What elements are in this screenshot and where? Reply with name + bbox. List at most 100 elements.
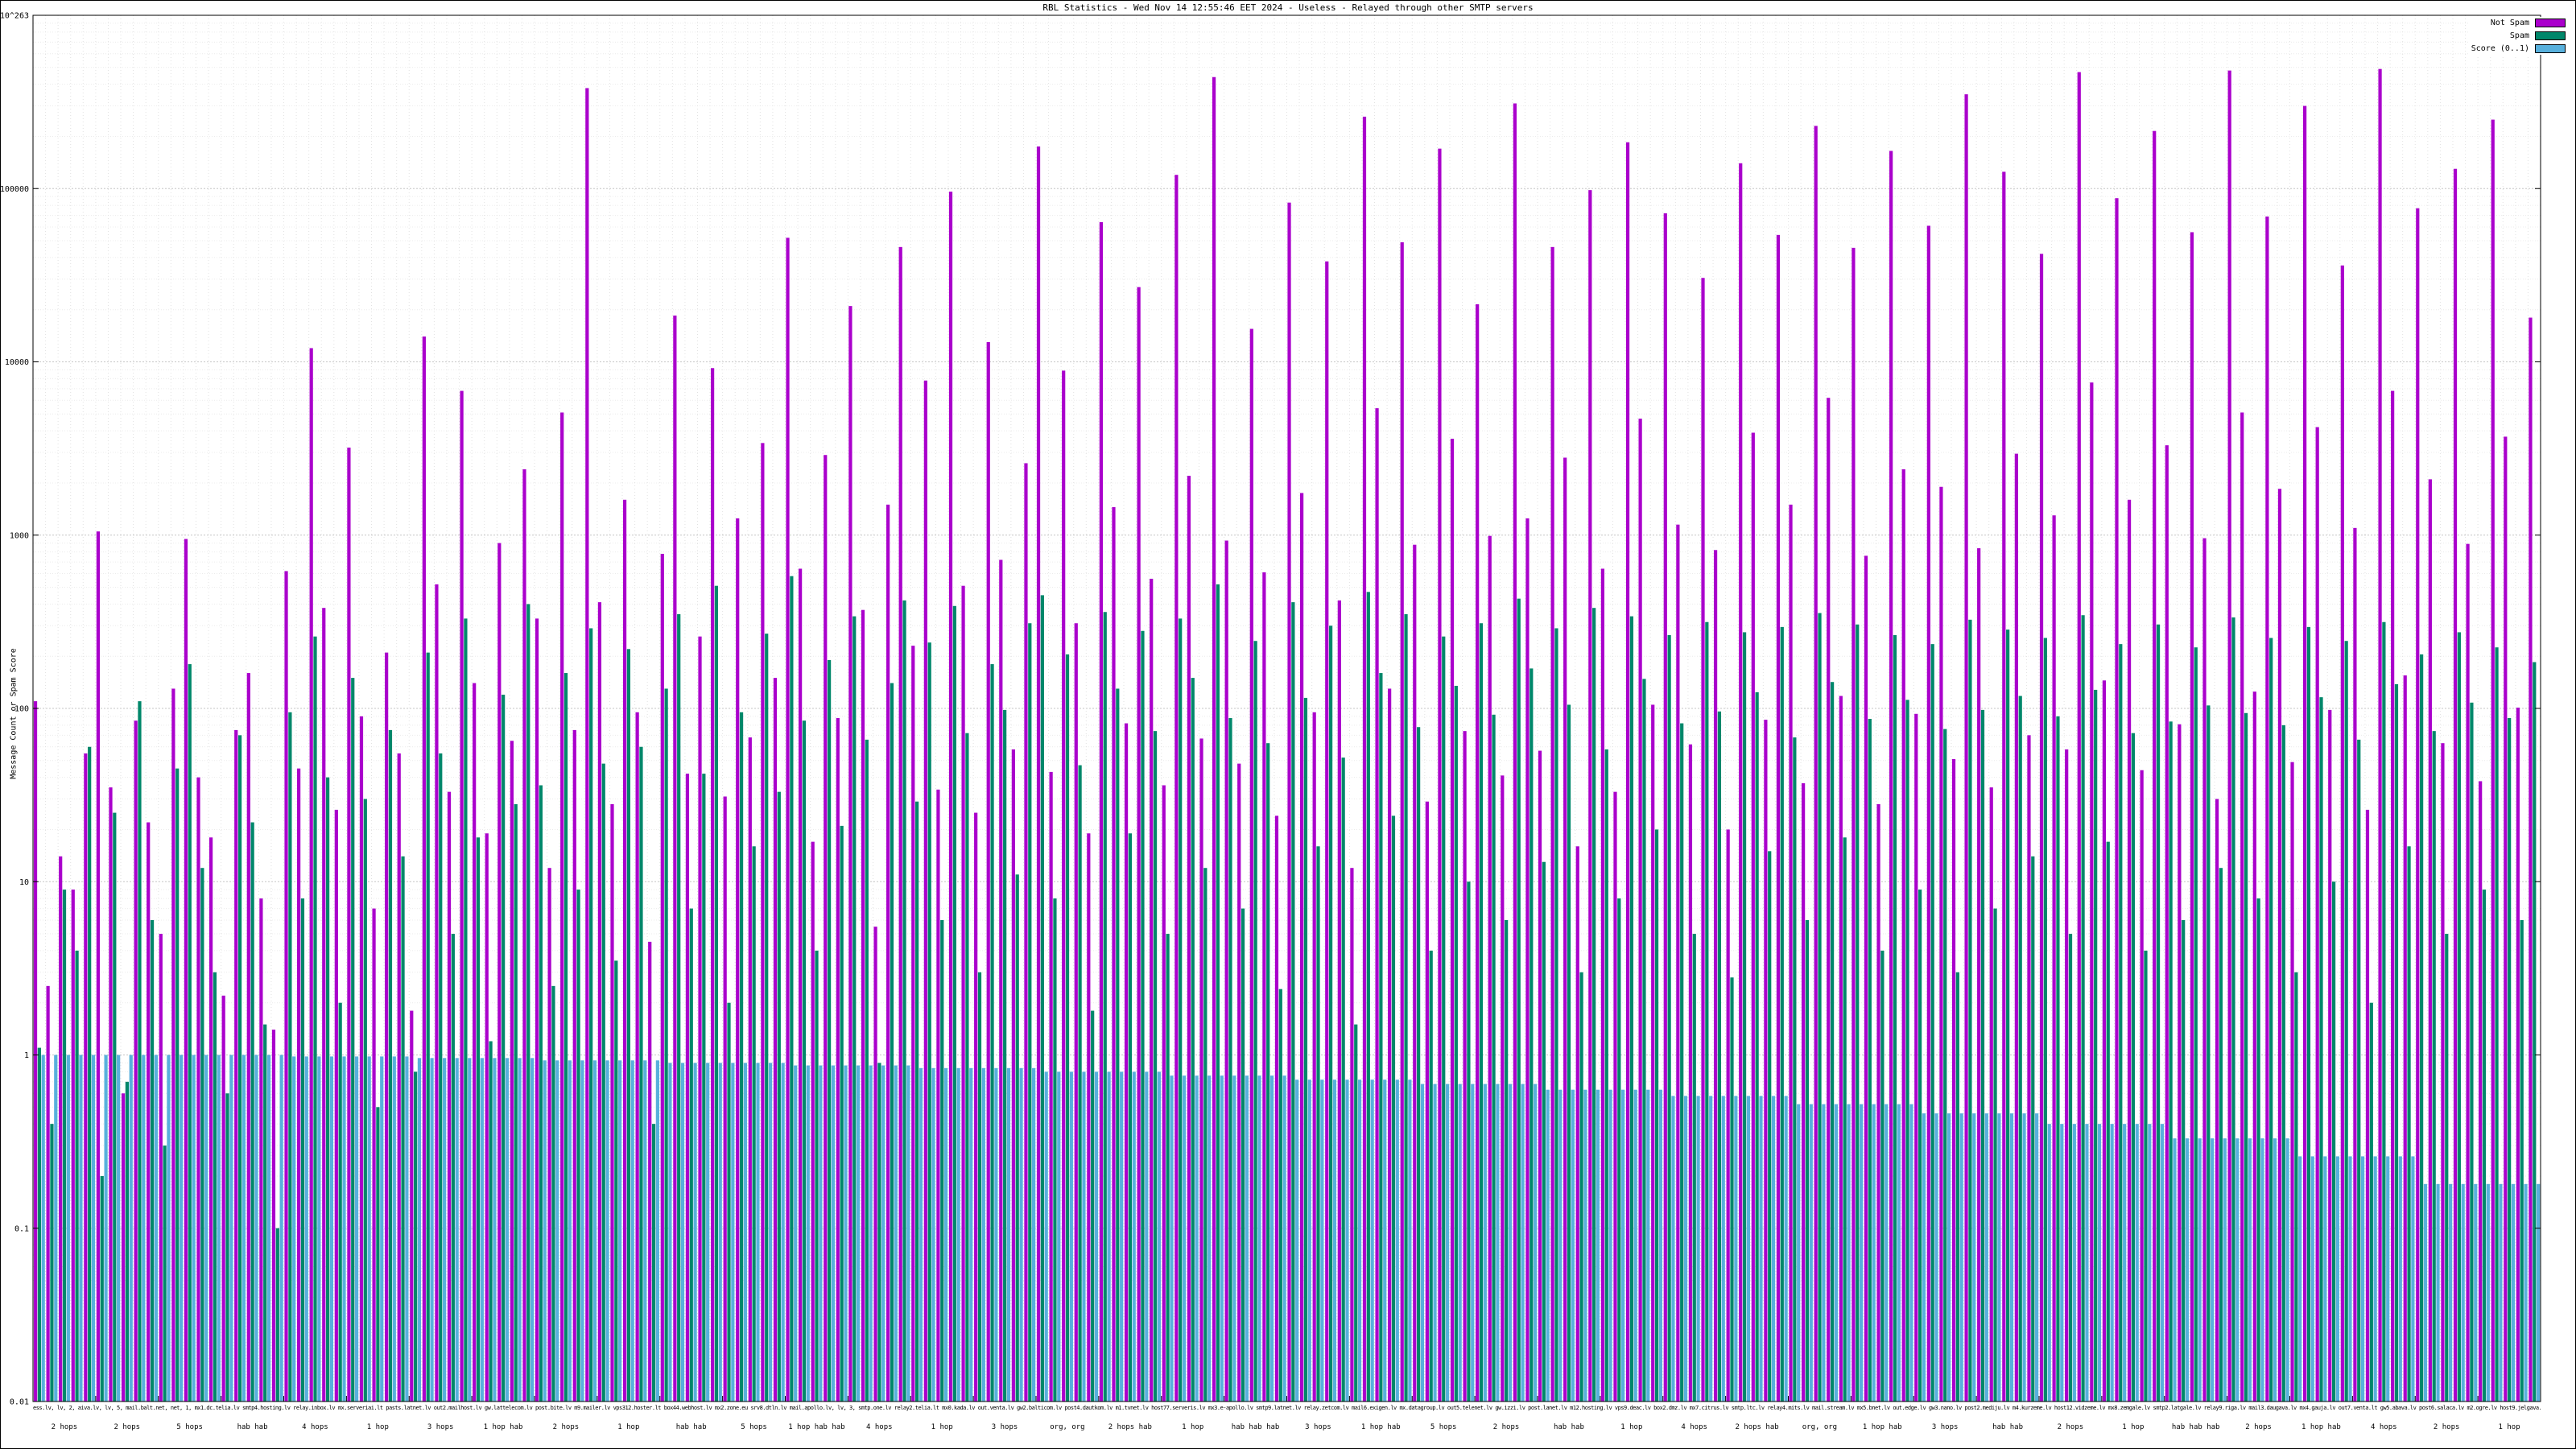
not-spam-bar	[2353, 527, 2357, 1402]
score-bar	[1307, 1080, 1311, 1402]
not-spam-bar	[1388, 688, 1392, 1402]
spam-bar	[1053, 898, 1057, 1402]
spam-bar	[902, 600, 906, 1402]
y-tick-label: 1x10^263	[1, 12, 29, 21]
score-bar	[543, 1060, 547, 1402]
not-spam-bar	[1438, 148, 1442, 1402]
not-spam-bar	[1501, 775, 1505, 1402]
score-bar	[367, 1056, 371, 1402]
not-spam-bar	[1087, 833, 1091, 1402]
spam-bar	[1629, 616, 1633, 1402]
x-tick-label: 4 hops	[302, 1423, 328, 1431]
not-spam-bar	[861, 609, 865, 1402]
not-spam-bar	[171, 688, 175, 1402]
spam-bar	[1040, 595, 1044, 1402]
x-tick-label: org, org	[1802, 1423, 1837, 1431]
spam-bar	[2344, 641, 2348, 1402]
score-bar	[1534, 1084, 1538, 1402]
score-bar	[1646, 1089, 1650, 1402]
spam-bar	[1028, 623, 1032, 1402]
not-spam-bar	[322, 608, 326, 1402]
not-spam-bar	[1425, 801, 1429, 1402]
x-tick-label: 1 hop	[2499, 1423, 2520, 1431]
spam-bar	[363, 799, 367, 1402]
not-spam-bar	[1864, 555, 1868, 1402]
spam-bar	[1993, 908, 1997, 1402]
not-spam-bar	[2428, 479, 2432, 1402]
legend-label-score: Score (0..1)	[2471, 44, 2529, 53]
not-spam-bar	[2002, 171, 2006, 1402]
score-bar	[1897, 1104, 1901, 1402]
x-tick-label: org, org	[1050, 1423, 1084, 1431]
score-bar	[1946, 1113, 1951, 1402]
y-tick-label: 10	[19, 878, 29, 887]
spam-bar	[388, 729, 393, 1402]
not-spam-bar	[1187, 476, 1191, 1402]
spam-bar	[739, 712, 744, 1402]
y-tick-label: 0.1	[14, 1224, 29, 1233]
score-bar	[91, 1055, 96, 1402]
not-spam-bar	[547, 868, 551, 1402]
spam-bar	[1366, 592, 1370, 1402]
score-bar	[468, 1058, 472, 1402]
score-bar	[1082, 1071, 1086, 1402]
not-spam-bar	[2140, 770, 2144, 1402]
not-spam-bar	[2165, 445, 2169, 1402]
spam-bar	[2269, 638, 2273, 1402]
spam-bar	[1116, 688, 1120, 1402]
not-spam-bar	[510, 741, 514, 1402]
not-spam-bar	[134, 720, 138, 1402]
spam-bar	[2294, 972, 2298, 1402]
score-bar	[54, 1055, 58, 1402]
spam-bar	[1805, 920, 1810, 1402]
not-spam-bar	[59, 856, 63, 1402]
score-bar	[304, 1056, 308, 1402]
score-bar	[2110, 1124, 2114, 1402]
not-spam-bar	[1989, 787, 1993, 1402]
score-bar	[2097, 1124, 2102, 1402]
spam-bar	[1103, 612, 1107, 1402]
spam-bar	[1203, 868, 1208, 1402]
not-spam-bar	[2290, 762, 2294, 1402]
x-tick-label: 1 hop	[1620, 1423, 1642, 1431]
legend-item-not-spam: Not Spam	[2491, 19, 2566, 27]
score-bar	[731, 1063, 735, 1402]
not-spam-bar	[2479, 781, 2483, 1402]
score-bar	[1195, 1075, 1199, 1402]
score-bar	[505, 1058, 510, 1402]
not-spam-bar	[2065, 749, 2069, 1402]
score-bar	[894, 1065, 898, 1402]
not-spam-bar	[1137, 287, 1141, 1402]
spam-bar	[1730, 977, 1734, 1402]
not-spam-bar	[2504, 436, 2508, 1402]
legend: Not Spam Spam Score (0..1)	[2469, 17, 2567, 55]
not-spam-bar	[2453, 168, 2458, 1402]
not-spam-bar	[923, 380, 927, 1402]
spam-bar	[2357, 739, 2361, 1402]
score-bar	[1872, 1104, 1876, 1402]
score-bar	[1997, 1113, 2001, 1402]
spam-bar	[1780, 626, 1784, 1402]
score-bar	[1571, 1089, 1575, 1402]
spam-bar	[1141, 630, 1145, 1402]
spam-bar	[2006, 630, 2010, 1402]
not-spam-bar	[2529, 317, 2533, 1402]
not-spam-bar	[147, 822, 151, 1402]
not-spam-bar	[1413, 544, 1417, 1402]
score-bar	[1496, 1084, 1500, 1402]
not-spam-bar	[799, 568, 803, 1402]
spam-bar	[263, 1024, 267, 1402]
score-bar	[1696, 1096, 1700, 1402]
spam-bar	[677, 613, 681, 1402]
score-bar	[1847, 1104, 1851, 1402]
spam-bar	[2031, 856, 2035, 1402]
spam-bar	[626, 649, 630, 1402]
not-spam-bar	[1024, 463, 1028, 1402]
x-tick-label: hab hab	[676, 1423, 707, 1431]
spam-bar	[2056, 716, 2060, 1402]
spam-bar	[1980, 709, 1985, 1402]
score-bar	[1282, 1075, 1286, 1402]
x-tick-label: 1 hop	[931, 1423, 953, 1431]
not-spam-bar	[911, 646, 915, 1402]
spam-bar	[840, 825, 844, 1402]
